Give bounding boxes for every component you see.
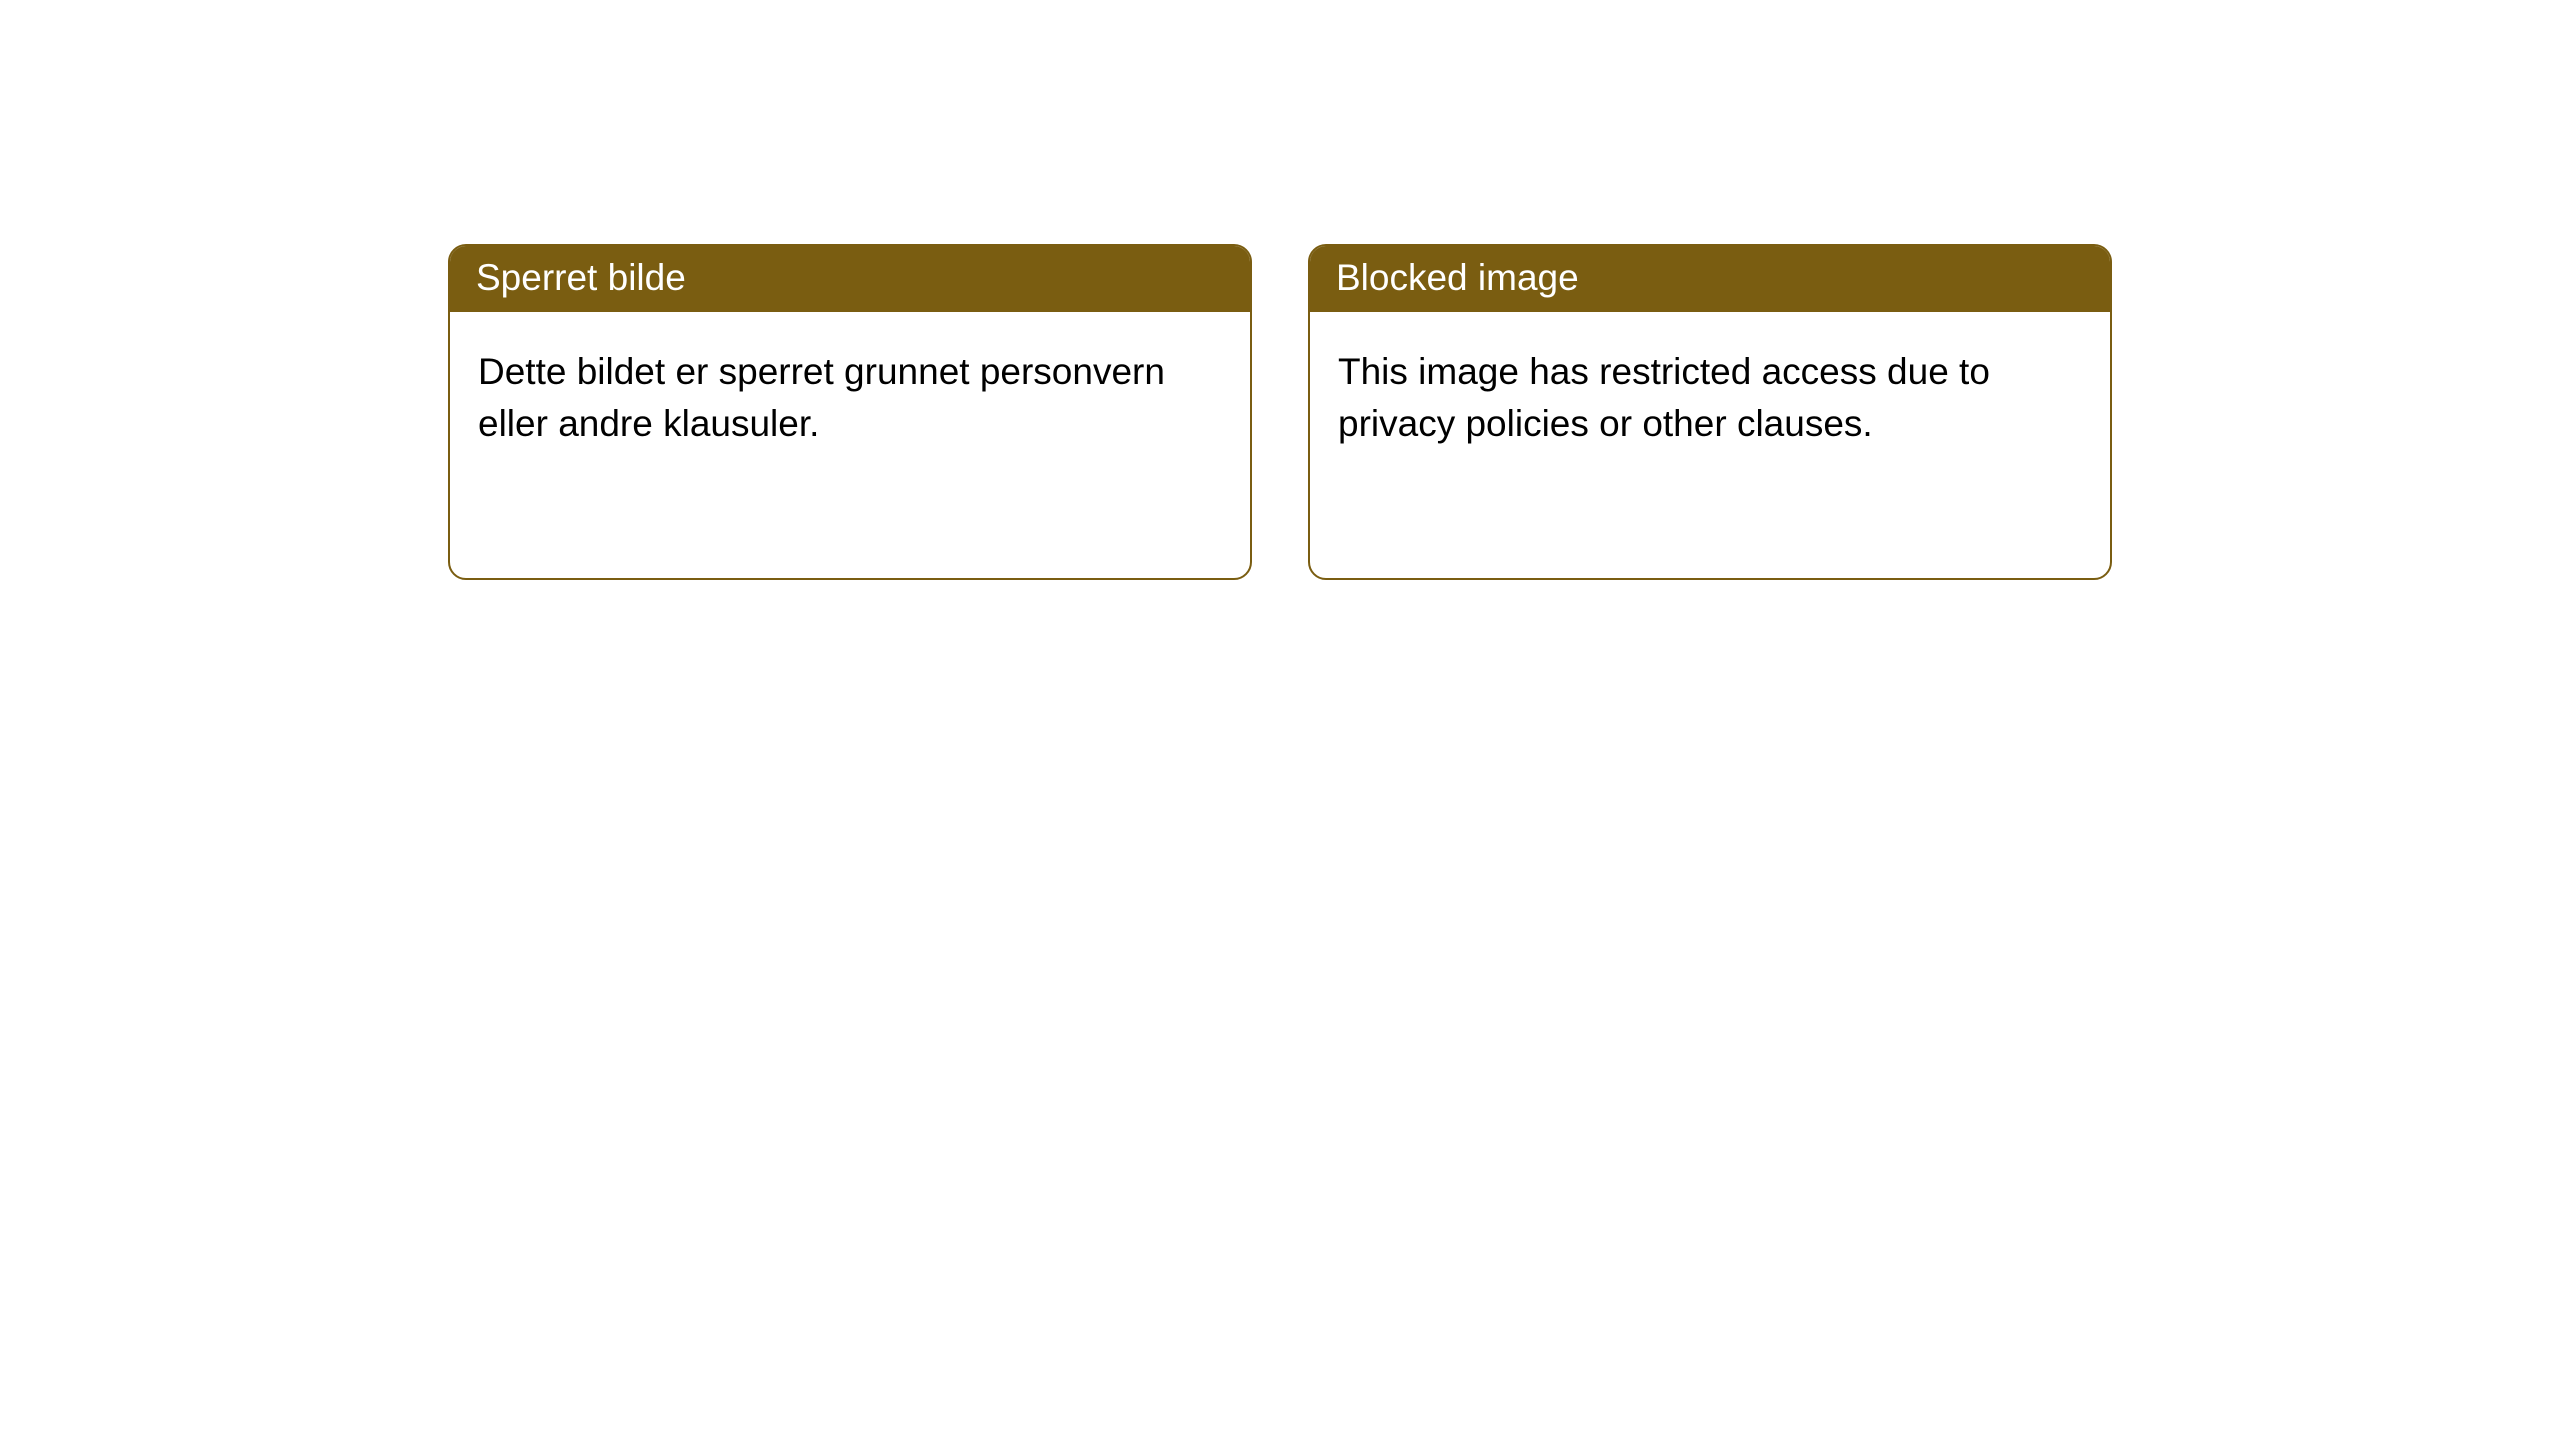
blocked-image-card-norwegian: Sperret bilde Dette bildet er sperret gr… bbox=[448, 244, 1252, 580]
card-header-norwegian: Sperret bilde bbox=[450, 246, 1250, 312]
card-header-english: Blocked image bbox=[1310, 246, 2110, 312]
card-body-english: This image has restricted access due to … bbox=[1310, 312, 2110, 478]
card-body-norwegian: Dette bildet er sperret grunnet personve… bbox=[450, 312, 1250, 478]
blocked-image-card-english: Blocked image This image has restricted … bbox=[1308, 244, 2112, 580]
cards-container: Sperret bilde Dette bildet er sperret gr… bbox=[0, 0, 2560, 580]
